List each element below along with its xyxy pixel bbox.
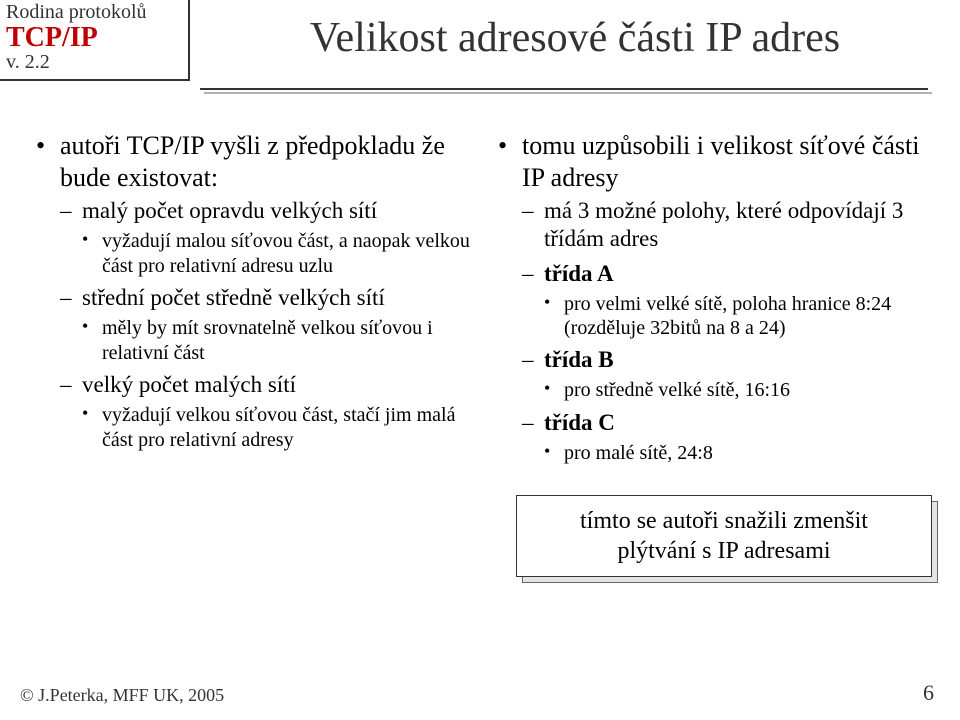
slide: Rodina protokolů TCP/IP v. 2.2 Velikost …: [0, 0, 960, 720]
right-column: tomu uzpůsobili i velikost síťové části …: [498, 130, 932, 660]
bullet-l3: pro malé sítě, 24:8: [544, 441, 932, 465]
callout-content: tímto se autoři snažili zmenšit plýtvání…: [516, 495, 932, 577]
bullet-l3: pro velmi velké sítě, poloha hranice 8:2…: [544, 292, 932, 341]
class-label-b: třída B: [544, 347, 614, 372]
bullet-l3: měly by mít srovnatelně velkou síťovou i…: [82, 316, 470, 365]
bullet-text: velký počet malých sítí: [82, 372, 296, 397]
series-header-box: Rodina protokolů TCP/IP v. 2.2: [0, 0, 190, 81]
callout-box: tímto se autoři snažili zmenšit plýtvání…: [516, 495, 932, 577]
bullet-text: má 3 možné polohy, které odpovídají 3 tř…: [544, 198, 903, 251]
slide-body: autoři TCP/IP vyšli z předpokladu že bud…: [36, 130, 932, 660]
footer-page-number: 6: [923, 680, 934, 706]
class-label-a: třída A: [544, 261, 614, 286]
series-line1: Rodina protokolů: [6, 2, 182, 23]
bullet-text: vyžadují malou síťovou část, a naopak ve…: [102, 230, 470, 276]
bullet-text: pro velmi velké sítě, poloha hranice 8:2…: [564, 293, 891, 339]
bullet-l3: vyžadují velkou síťovou část, stačí jim …: [82, 403, 470, 452]
callout-line2: plýtvání s IP adresami: [533, 536, 915, 566]
bullet-l1: autoři TCP/IP vyšli z předpokladu že bud…: [36, 130, 470, 452]
bullet-text: autoři TCP/IP vyšli z předpokladu že bud…: [60, 131, 445, 192]
bullet-l2: střední počet středně velkých sítí měly …: [60, 284, 470, 365]
left-column: autoři TCP/IP vyšli z předpokladu že bud…: [36, 130, 470, 660]
bullet-text: vyžadují velkou síťovou část, stačí jim …: [102, 404, 455, 450]
bullet-text: střední počet středně velkých sítí: [82, 285, 385, 310]
title-underline-shadow: [204, 92, 932, 94]
bullet-l1: tomu uzpůsobili i velikost síťové části …: [498, 130, 932, 465]
class-label-c: třída C: [544, 410, 615, 435]
bullet-l2: třída A pro velmi velké sítě, poloha hra…: [522, 260, 932, 341]
bullet-l3: vyžadují malou síťovou část, a naopak ve…: [82, 229, 470, 278]
bullet-l3: pro středně velké sítě, 16:16: [544, 378, 932, 402]
bullet-text: malý počet opravdu velkých sítí: [82, 198, 377, 223]
bullet-text: pro malé sítě, 24:8: [564, 442, 713, 464]
callout-line1: tímto se autoři snažili zmenšit: [533, 506, 915, 536]
bullet-l2: velký počet malých sítí vyžadují velkou …: [60, 371, 470, 452]
bullet-l2: třída C pro malé sítě, 24:8: [522, 409, 932, 465]
bullet-l2: malý počet opravdu velkých sítí vyžadují…: [60, 197, 470, 278]
title-underline: [200, 88, 928, 90]
bullet-text: pro středně velké sítě, 16:16: [564, 379, 790, 401]
bullet-text: měly by mít srovnatelně velkou síťovou i…: [102, 317, 433, 363]
bullet-l2: třída B pro středně velké sítě, 16:16: [522, 346, 932, 402]
series-brand: TCP/IP: [6, 23, 182, 52]
bullet-l2: má 3 možné polohy, které odpovídají 3 tř…: [522, 197, 932, 253]
series-version: v. 2.2: [6, 52, 182, 73]
footer-copyright: © J.Peterka, MFF UK, 2005: [20, 685, 224, 706]
bullet-text: tomu uzpůsobili i velikost síťové části …: [522, 131, 919, 192]
slide-title: Velikost adresové části IP adres: [210, 14, 940, 62]
